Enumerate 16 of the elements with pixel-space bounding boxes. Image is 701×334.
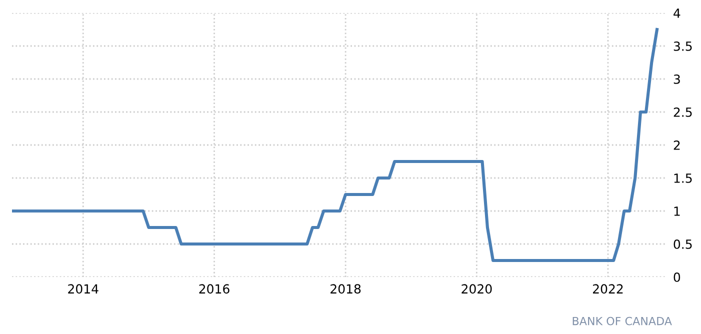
y-tick-label: 1.5	[674, 174, 692, 183]
x-tick-label: 2016	[199, 284, 230, 294]
y-tick-label: 2.5	[674, 107, 692, 117]
text: BANK OF CANADA	[572, 316, 672, 326]
x-tick-label: 2014	[68, 284, 98, 294]
line-series	[12, 28, 659, 262]
x-tick-label: 2020	[462, 284, 492, 294]
y-tick-label: 2	[674, 140, 680, 150]
y-tick-label: 3	[674, 74, 680, 84]
x-tick-label: 2022	[592, 284, 623, 294]
y-tick-label: 1	[674, 206, 680, 216]
x-tick-label: 2018	[330, 284, 361, 294]
y-tick-label: 0.5	[674, 239, 692, 249]
y-tick-label: 4	[674, 8, 680, 18]
y-tick-label: 3.5	[674, 41, 692, 51]
y-tick-label: 0	[674, 272, 680, 282]
